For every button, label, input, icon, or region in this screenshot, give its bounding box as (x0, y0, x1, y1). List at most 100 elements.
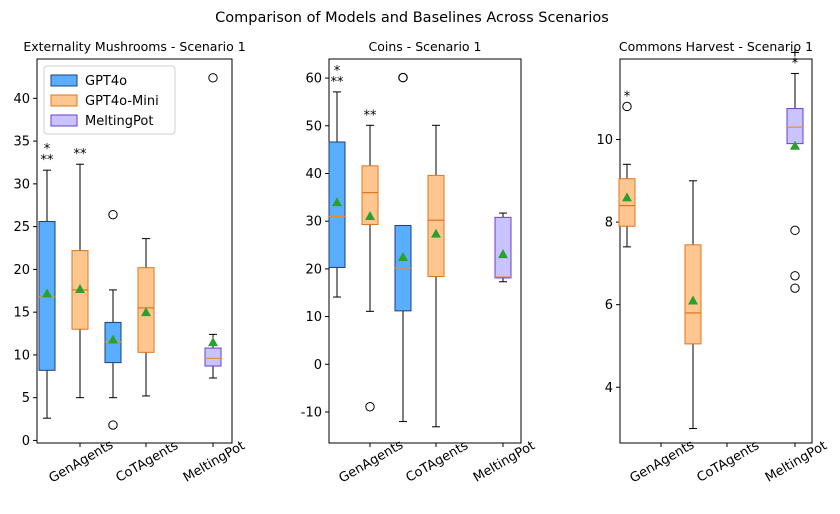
box-MeltingPot-MeltingPot: *+ (786, 45, 804, 293)
axes-frame (36, 58, 233, 444)
x-tick-label: CoTAgents (114, 438, 182, 486)
significance-annotation: ** (74, 147, 88, 162)
significance-annotation: * (624, 89, 631, 104)
box-GPT4o-Mini-CoTAgents (684, 180, 702, 430)
legend-label: MeltingPot (85, 114, 153, 129)
legend-item-MeltingPot: MeltingPot (50, 114, 153, 129)
figure-suptitle: Comparison of Models and Baselines Acros… (215, 10, 609, 26)
significance-annotation: ** (41, 153, 55, 168)
box-GPT4o-Mini-CoTAgents (137, 238, 155, 397)
panel-3: Commons Harvest - Scenario 1 4 6 8 10 GenAgen… (596, 39, 829, 486)
box-GPT4o-GenAgents: *** (38, 142, 56, 419)
mean-marker (365, 210, 375, 220)
box-MeltingPot-MeltingPot (204, 73, 222, 379)
mean-marker (498, 249, 508, 259)
flier-point (108, 209, 118, 220)
y-tick-label: 4 (605, 381, 613, 396)
legend-item-GPT4o: GPT4o (50, 74, 127, 89)
flier-point (398, 72, 408, 83)
mean-marker (688, 295, 698, 305)
box-body (494, 216, 512, 279)
mean-marker (332, 197, 342, 207)
y-tick-label: 40 (305, 167, 322, 182)
panel-title: Coins - Scenario 1 (368, 39, 481, 54)
legend: GPT4o GPT4o-Mini MeltingPot (43, 65, 176, 135)
box-GPT4o-Mini-GenAgents: ** (361, 108, 379, 412)
x-tick-label: MeltingPot (181, 438, 248, 485)
box-body (786, 108, 804, 145)
mean-marker (398, 251, 408, 261)
flier-point (790, 283, 800, 293)
x-tick-label: GenAgents (337, 437, 407, 486)
legend-swatch (50, 94, 78, 107)
box-body (684, 244, 702, 345)
axes-frame (619, 58, 813, 444)
y-tick-label: 25 (13, 220, 30, 235)
y-tick-label: 15 (13, 306, 30, 321)
legend-swatch (50, 74, 78, 87)
y-tick-label: 10 (596, 133, 613, 148)
mean-marker (622, 192, 632, 202)
panel-title: Commons Harvest - Scenario 1 (619, 39, 813, 54)
x-tick-label: MeltingPot (471, 438, 538, 485)
y-tick-label: -10 (301, 405, 322, 420)
significance-annotation: ** (364, 108, 378, 123)
box-GPT4o-CoTAgents (394, 72, 412, 423)
flier-point (208, 73, 218, 83)
y-tick-label: 20 (13, 263, 30, 278)
mean-marker (42, 288, 52, 298)
mean-marker (431, 228, 441, 238)
flier-point (108, 420, 118, 430)
flier-point (622, 101, 632, 112)
box-GPT4o-GenAgents: *** (328, 64, 346, 298)
significance-annotation: * (334, 64, 341, 79)
y-tick-label: 6 (605, 298, 613, 313)
y-tick-label: 40 (13, 92, 30, 107)
y-tick-label: 30 (13, 177, 30, 192)
x-tick-label: CoTAgents (404, 438, 472, 486)
significance-annotation: ** (331, 75, 345, 90)
box-body (361, 165, 379, 226)
legend-item-GPT4o-Mini: GPT4o-Mini (50, 94, 159, 109)
flier-point (790, 225, 800, 236)
y-tick-label: 10 (13, 348, 30, 363)
significance-annotation: + (790, 45, 801, 60)
significance-annotation: * (44, 142, 51, 157)
box-GPT4o-Mini-GenAgents: ** (71, 147, 89, 399)
box-body (204, 347, 222, 367)
flier-point (790, 271, 800, 281)
y-tick-label: 5 (22, 391, 30, 406)
y-tick-label: 0 (314, 358, 322, 373)
box-MeltingPot-MeltingPot (494, 212, 512, 283)
axes-frame (328, 58, 522, 444)
mean-marker (108, 334, 118, 344)
box-GPT4o-Mini-CoTAgents (427, 124, 445, 428)
y-tick-label: 20 (305, 262, 322, 277)
x-tick-label: GenAgents (47, 437, 117, 486)
flier-point (365, 402, 375, 412)
legend-label: GPT4o-Mini (85, 94, 159, 109)
panel-2: Coins - Scenario 1 -10 0 10 20 30 40 50 60 GenAge… (301, 39, 538, 486)
box-GPT4o-Mini-GenAgents: * (618, 89, 636, 248)
x-tick-label: MeltingPot (763, 438, 830, 485)
panel-title: Externality Mushrooms - Scenario 1 (23, 39, 245, 54)
box-body (618, 178, 636, 227)
box-GPT4o-CoTAgents (104, 209, 122, 430)
legend-label: GPT4o (85, 74, 127, 89)
y-tick-label: 8 (605, 216, 613, 231)
y-tick-label: 10 (305, 310, 322, 325)
mean-marker (75, 284, 85, 294)
x-tick-label: GenAgents (628, 437, 698, 486)
y-tick-label: 50 (305, 119, 322, 134)
x-tick-label: CoTAgents (695, 438, 763, 486)
mean-marker (208, 337, 218, 347)
y-tick-label: 35 (13, 135, 30, 150)
mean-marker (790, 140, 800, 150)
y-tick-label: 0 (22, 434, 30, 449)
y-tick-label: 60 (305, 72, 322, 87)
mean-marker (141, 307, 151, 317)
box-body (427, 174, 445, 278)
y-tick-label: 30 (305, 215, 322, 230)
legend-swatch (50, 114, 78, 127)
